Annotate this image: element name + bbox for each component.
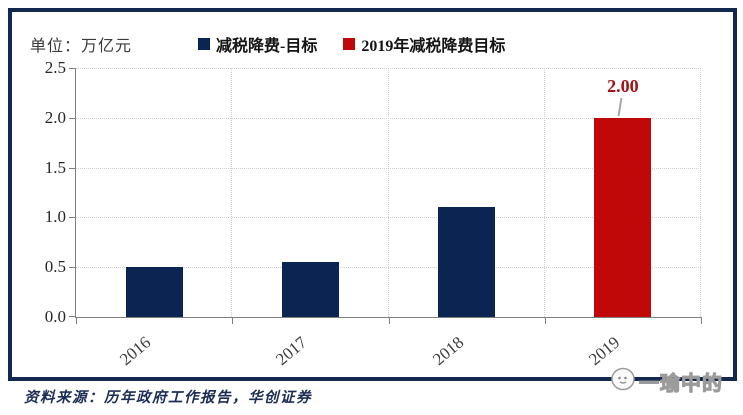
x-axis-label-2018: 2018: [428, 332, 467, 370]
gridline-horizontal: [76, 167, 701, 169]
chart-frame: 单位：万亿元 减税降费-目标 2019年减税降费目标 2.00 2.5 2.0 1.…: [8, 8, 737, 381]
y-axis-tick: [69, 117, 76, 119]
legend-swatch-navy-icon: [198, 38, 210, 50]
gridline-vertical: [700, 68, 701, 317]
legend: 减税降费-目标 2019年减税降费目标: [198, 32, 505, 56]
y-axis-tick: [69, 267, 76, 269]
legend-item-2019-target: 2019年减税降费目标: [343, 32, 505, 56]
y-axis-tick-label: 2.5: [44, 58, 66, 77]
data-label-leader-line: [617, 97, 623, 116]
x-axis-tick: [76, 317, 77, 324]
bar-2019: [594, 117, 652, 317]
watermark-label: 一瑜中的: [639, 373, 723, 396]
bar-2016: [125, 267, 183, 317]
plot-area: 2.00: [69, 68, 702, 324]
legend-swatch-red-icon: [343, 38, 356, 50]
y-axis-tick-label: 1.0: [44, 207, 66, 227]
gridline-vertical: [543, 68, 545, 317]
x-axis-label-2016: 2016: [116, 332, 155, 370]
gridline-vertical: [387, 68, 389, 317]
gridline-vertical: [231, 68, 233, 317]
y-axis-tick: [69, 68, 76, 69]
gridline-horizontal: [76, 217, 701, 219]
y-axis-tick-label: 2.0: [44, 107, 66, 127]
x-axis-tick: [544, 317, 546, 324]
watermark-mascot-icon: [610, 366, 636, 397]
gridline-horizontal: [76, 68, 701, 69]
bar-2018: [438, 207, 496, 317]
x-axis-tick: [701, 317, 702, 324]
x-axis-label-2017: 2017: [272, 332, 311, 370]
y-axis-tick: [69, 167, 76, 169]
gridline-horizontal: [76, 117, 701, 119]
legend-item-target: 减税降费-目标: [198, 32, 317, 56]
bar-2017: [281, 262, 339, 317]
x-axis-tick: [232, 317, 234, 324]
bar-value-label: 2.00: [607, 75, 639, 96]
y-axis-tick-label: 0.0: [44, 307, 66, 326]
gridline-horizontal: [76, 267, 701, 269]
legend-label: 减税降费-目标: [216, 38, 318, 55]
y-axis-tick: [69, 217, 76, 219]
source-note: 资料来源：历年政府工作报告，华创证券: [24, 390, 312, 406]
legend-label: 2019年减税降费目标: [361, 38, 506, 55]
watermark: 一瑜中的: [610, 366, 723, 397]
y-axis-tick: [69, 316, 76, 317]
y-axis-tick-label: 0.5: [44, 257, 66, 277]
x-axis-tick: [388, 317, 390, 324]
y-axis-tick-label: 1.5: [44, 157, 66, 177]
unit-label: 单位：万亿元: [30, 38, 133, 55]
